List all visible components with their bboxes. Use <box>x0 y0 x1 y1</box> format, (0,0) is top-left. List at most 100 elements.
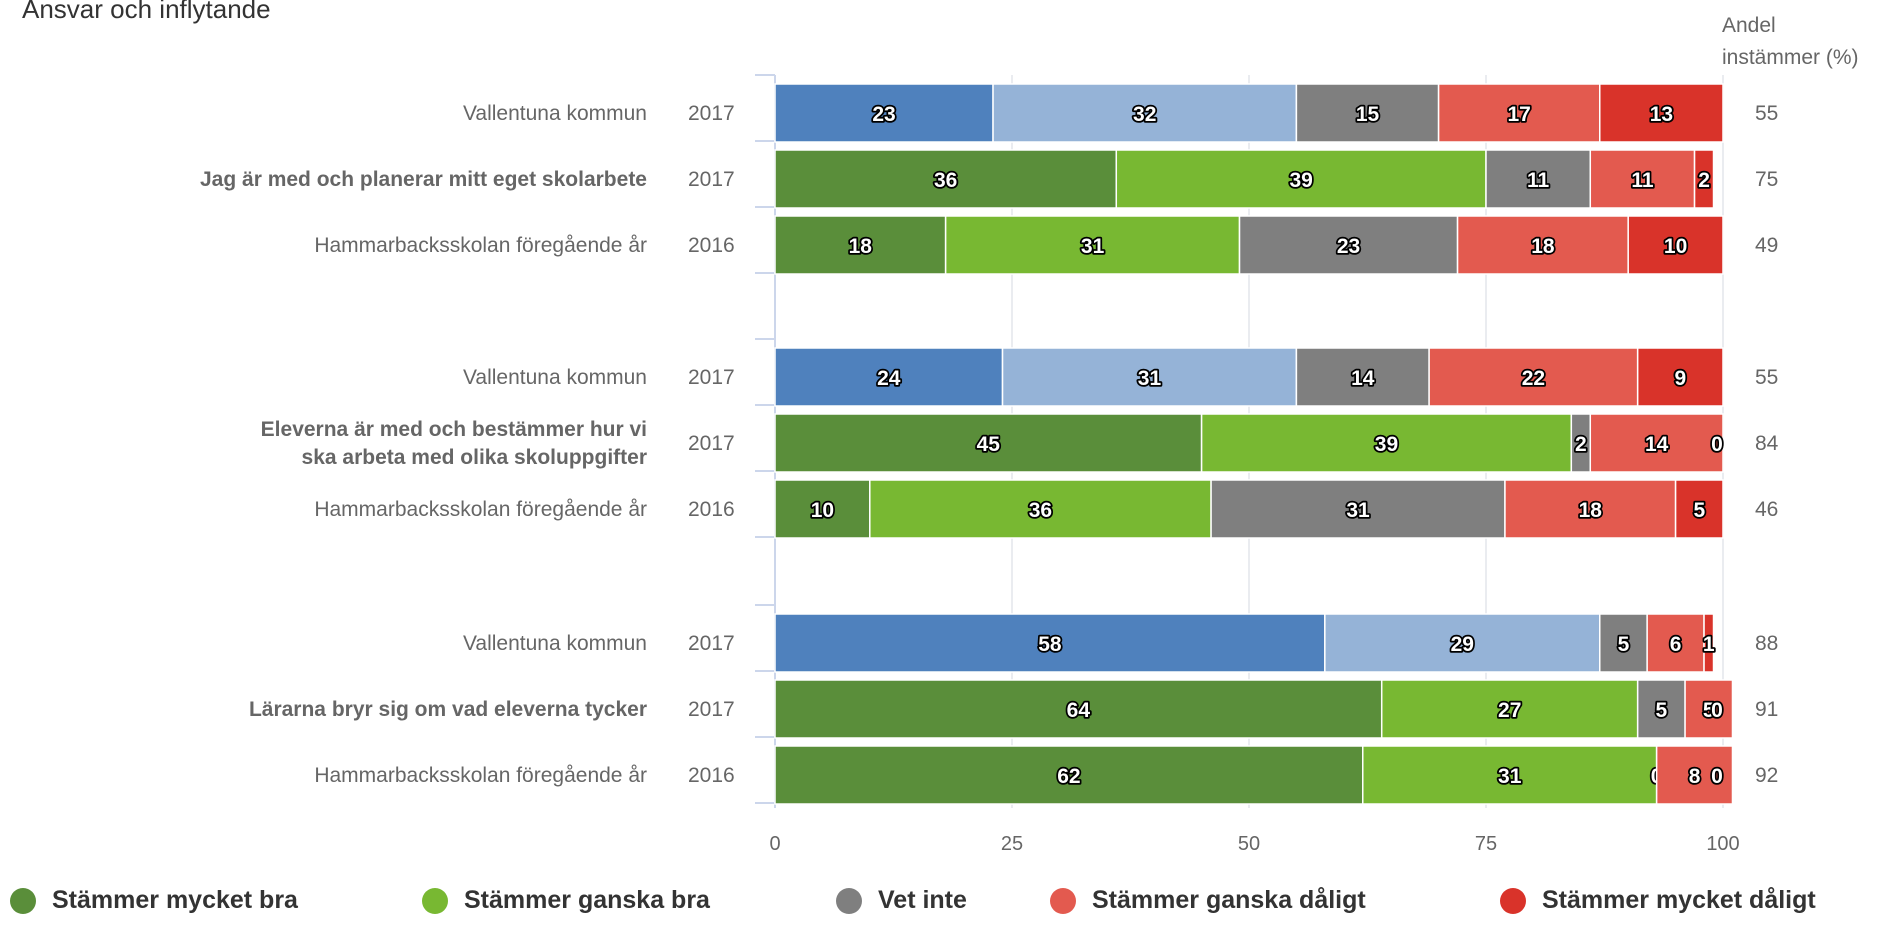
bar-segment <box>1380 679 1639 739</box>
bar-value-label: 22 <box>1522 367 1545 390</box>
agree-value: 92 <box>1755 764 1778 787</box>
chart-title: Ansvar och inflytande <box>22 0 271 24</box>
legend-item[interactable]: Vet inte <box>836 886 967 915</box>
question-label: ska arbeta med olika skoluppgifter <box>302 446 647 469</box>
row-year: 2017 <box>688 632 735 655</box>
agree-value: 49 <box>1755 234 1778 257</box>
bar-value-label: 9 <box>1674 367 1686 390</box>
agree-value: 55 <box>1755 102 1778 125</box>
question-label: Lärarna bryr sig om vad eleverna tycker <box>249 698 647 721</box>
bar-value-label: 62 <box>1057 765 1080 788</box>
x-tick-label: 50 <box>1238 833 1260 855</box>
row-year: 2017 <box>688 366 735 389</box>
bar-value-label: 2 <box>1698 169 1710 192</box>
bar-value-label: 8 <box>1689 765 1701 788</box>
bar-segment <box>1295 83 1440 143</box>
legend-item[interactable]: Stämmer mycket bra <box>10 886 298 915</box>
bar-segment <box>1599 83 1724 143</box>
question-label: Jag är med och planerar mitt eget skolar… <box>200 168 647 191</box>
row-label: Vallentuna kommun <box>463 102 647 125</box>
bar-value-label: 31 <box>1498 765 1522 788</box>
bar-value-label: 29 <box>1451 633 1474 656</box>
legend-marker-icon <box>10 887 36 914</box>
bar-value-label: 10 <box>811 499 834 522</box>
bar-value-label: 14 <box>1351 367 1375 390</box>
legend-item[interactable]: Stämmer ganska bra <box>422 886 710 915</box>
bar-value-label: 24 <box>877 367 901 390</box>
x-tick-label: 0 <box>769 833 780 855</box>
x-tick-label: 75 <box>1475 833 1497 855</box>
bar-value-label: 64 <box>1067 699 1091 722</box>
bar-value-label: 11 <box>1527 169 1550 192</box>
legend: Stämmer mycket bra Stämmer ganska bra Vet … <box>0 886 1898 926</box>
chart: Ansvar och inflytande Andel instämmer (%… <box>22 0 1859 855</box>
bar-segment <box>1200 413 1573 473</box>
bar-segment <box>1324 613 1601 673</box>
bar-value-label: 39 <box>1289 169 1312 192</box>
bar-segment <box>774 347 1004 407</box>
bar-value-label: 13 <box>1650 103 1673 126</box>
bar-value-label: 18 <box>1579 499 1603 522</box>
bar-segment <box>1636 347 1724 407</box>
row-year: 2017 <box>688 102 735 125</box>
row-year: 2017 <box>688 168 735 191</box>
bar-value-label: 11 <box>1631 169 1654 192</box>
bar-value-label: 45 <box>977 433 1001 456</box>
bar-segment <box>1655 745 1734 805</box>
legend-label: Stämmer ganska bra <box>464 886 710 914</box>
row-label: Vallentuna kommun <box>463 366 647 389</box>
row-year: 2016 <box>688 234 735 257</box>
bar-segment <box>774 215 947 275</box>
row-label: Vallentuna kommun <box>463 632 647 655</box>
bar-value-label: 10 <box>1664 235 1687 258</box>
bar-value-label: 31 <box>1138 367 1162 390</box>
right-header-line2: instämmer (%) <box>1722 46 1859 69</box>
agree-value: 46 <box>1755 498 1778 521</box>
legend-label: Stämmer mycket dåligt <box>1542 886 1816 914</box>
bar-value-label: 27 <box>1498 699 1521 722</box>
bar-segment <box>944 215 1241 275</box>
bar-segment <box>1589 413 1724 473</box>
agree-value: 88 <box>1755 632 1778 655</box>
agree-value: 84 <box>1755 432 1779 455</box>
legend-marker-icon <box>1500 887 1526 914</box>
bar-segment <box>1674 479 1724 539</box>
bar-value-label: 0 <box>1711 433 1723 456</box>
bar-segment <box>774 613 1326 673</box>
agree-value: 55 <box>1755 366 1778 389</box>
bar-value-label: 18 <box>849 235 873 258</box>
x-axis-ticks: 0 25 50 75 100 <box>769 833 1739 855</box>
x-tick-label: 100 <box>1706 833 1739 855</box>
legend-marker-icon <box>836 887 862 914</box>
bar-segment <box>1627 215 1724 275</box>
bar-value-label: 58 <box>1038 633 1062 656</box>
bar-value-label: 31 <box>1081 235 1105 258</box>
legend-item[interactable]: Stämmer ganska dåligt <box>1050 886 1366 915</box>
bar-segment <box>1646 613 1705 673</box>
bar-segment <box>992 83 1298 143</box>
legend-item[interactable]: Stämmer mycket dåligt <box>1500 886 1816 915</box>
bar-value-label: 31 <box>1346 499 1370 522</box>
bar-value-label: 36 <box>934 169 957 192</box>
bar-segment <box>774 413 1203 473</box>
row-label: Hammarbacksskolan föregående år <box>314 498 647 521</box>
bar-segment <box>1295 347 1430 407</box>
row-year: 2016 <box>688 498 735 521</box>
right-header-line1: Andel <box>1722 14 1776 37</box>
agree-value: 91 <box>1755 698 1778 721</box>
bar-value-label: 0 <box>1711 699 1723 722</box>
legend-label: Stämmer mycket bra <box>52 886 298 914</box>
legend-marker-icon <box>422 887 448 914</box>
row-label: Hammarbacksskolan föregående år <box>314 764 647 787</box>
bar-segment <box>1485 149 1592 209</box>
bar-segment <box>1428 347 1639 407</box>
x-tick-label: 25 <box>1001 833 1023 855</box>
bar-segment <box>1238 215 1459 275</box>
bar-segment <box>774 83 994 143</box>
bar-value-label: 5 <box>1618 633 1630 656</box>
bar-segment <box>1684 679 1734 739</box>
row-year: 2017 <box>688 432 735 455</box>
legend-label: Stämmer ganska dåligt <box>1092 886 1366 914</box>
bar-value-label: 0 <box>1711 765 1723 788</box>
bar-value-label: 39 <box>1375 433 1398 456</box>
